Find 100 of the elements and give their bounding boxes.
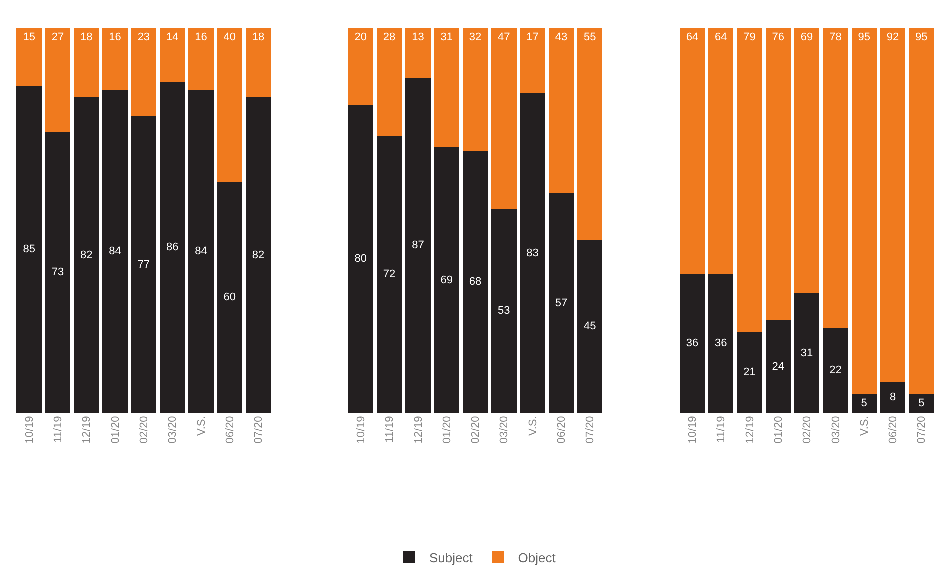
x-tick-label: V.S. [527,416,540,436]
x-tick-label: 07/20 [584,416,597,444]
bar [708,28,734,274]
x-tick-label: 02/20 [138,416,151,444]
data-label: 27 [52,31,64,44]
bar [520,28,546,94]
bar [880,382,906,413]
bar [492,209,517,413]
bar [766,28,792,321]
x-tick-label: 12/19 [412,416,425,444]
data-label: 36 [714,338,728,350]
bar [406,78,431,413]
data-label: 82 [80,249,93,262]
data-label: 22 [830,364,842,377]
data-label: 16 [195,31,208,44]
legend-label: Object [518,550,556,566]
x-tick-label: 10/19 [355,416,368,444]
bar [376,28,402,136]
x-tick-label: 12/19 [744,416,756,444]
x-tick-label: 03/20 [498,416,511,444]
x-tick-label: V.S. [196,416,208,436]
bar [462,151,488,413]
data-label: 53 [498,305,510,318]
x-tick-label: 11/19 [52,416,65,443]
bar [708,274,734,413]
bar [74,98,100,413]
data-label: 47 [498,31,510,44]
bar [246,28,272,98]
bar [909,28,934,394]
data-label: 36 [686,338,699,350]
bar [680,274,706,413]
data-label: 76 [772,31,785,44]
data-label: 84 [195,245,208,258]
x-tick-label: 10/19 [687,416,700,444]
data-label: 60 [224,292,236,304]
x-tick-label: 01/20 [772,416,785,444]
bar [492,28,517,210]
x-tick-label: 12/19 [81,416,94,444]
data-label: 68 [469,276,482,288]
bar [16,86,42,413]
data-label: 14 [166,31,179,44]
data-label: 31 [800,347,814,360]
bar [823,28,848,328]
data-label: 84 [109,245,122,258]
data-label: 85 [23,243,36,256]
data-label: 87 [412,240,424,252]
data-label: 64 [686,31,699,44]
data-label: 78 [830,31,842,44]
bar [794,28,820,294]
data-label: 23 [138,31,150,44]
data-label: 79 [744,31,756,44]
bar [766,320,792,413]
data-label: 95 [916,31,928,44]
data-label: 18 [252,31,265,44]
bar [217,28,243,182]
x-tick-label: 03/20 [830,416,842,444]
bar [131,28,157,117]
bar [376,136,402,413]
data-label: 16 [109,31,122,44]
data-label: 5 [861,397,868,410]
bar [794,294,820,413]
data-label: 86 [166,242,179,254]
x-tick-label: 01/20 [441,416,454,444]
x-tick-label: 03/20 [167,416,180,444]
x-tick-label: 07/20 [253,416,266,444]
bar [852,28,877,394]
bar [348,105,374,413]
bar [45,28,71,132]
bar [188,90,214,413]
data-label: 21 [744,366,756,379]
bar [520,94,546,413]
bar [45,132,71,413]
data-label: 64 [714,31,728,44]
bar [434,148,460,413]
bar [548,194,574,413]
bar [578,240,603,413]
x-tick-label: 06/20 [556,416,568,444]
data-label: 40 [224,31,236,44]
bar [160,82,186,413]
bar [406,28,431,78]
bar [188,28,214,90]
data-label: 24 [772,360,785,373]
data-label: 31 [440,31,453,44]
bar [462,28,488,152]
data-label: 55 [584,31,596,44]
data-label: 80 [354,253,368,266]
x-tick-label: 11/19 [716,416,728,443]
data-label: 73 [52,266,64,279]
data-label: 43 [555,31,568,44]
data-label: 17 [526,31,539,44]
x-tick-label: 02/20 [802,416,814,444]
bar [16,28,42,86]
x-tick-label: 10/19 [24,416,36,444]
x-tick-label: 01/20 [110,416,122,444]
bar [737,28,762,332]
bar [74,28,100,98]
x-tick-label: 06/20 [888,416,900,444]
bar [102,28,128,90]
data-label: 82 [252,249,265,262]
bar [737,332,762,413]
